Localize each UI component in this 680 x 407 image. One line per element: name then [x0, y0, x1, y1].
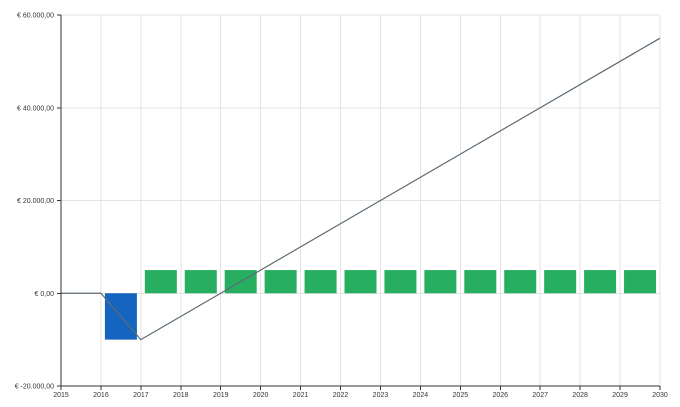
x-tick-label: 2020 [253, 392, 269, 399]
bar-2019 [184, 270, 217, 294]
x-tick-label: 2027 [532, 392, 548, 399]
x-axis-ticks: 2015 2016 2017 2018 2019 2020 2021 2022 2023 2024… [53, 386, 668, 399]
x-tick-label: 2018 [173, 392, 189, 399]
bar-2021 [264, 270, 297, 294]
x-tick-label: 2028 [572, 392, 588, 399]
cumulative-line-path [61, 37, 661, 341]
x-tick-label: 2025 [453, 392, 469, 399]
bar-2024 [384, 270, 417, 294]
y-tick-label: € 60.000,00 [17, 13, 54, 20]
bar-2025 [424, 270, 457, 294]
bar-2030 [624, 270, 657, 294]
bars [104, 270, 657, 340]
x-tick-label: 2016 [93, 392, 109, 399]
x-tick-label: 2026 [492, 392, 508, 399]
x-tick-label: 2015 [53, 392, 69, 399]
x-tick-label: 2019 [213, 392, 229, 399]
x-tick-label: 2024 [413, 392, 429, 399]
x-tick-label: 2022 [333, 392, 349, 399]
bar-2022 [304, 270, 337, 294]
grid-lines [61, 14, 661, 387]
bar-2023 [344, 270, 377, 294]
y-tick-label: € 20.000,00 [17, 198, 54, 205]
bar-2028 [544, 270, 577, 294]
x-tick-label: 2029 [612, 392, 628, 399]
y-axis-ticks: € -20.000,00 € 0,00 € 20.000,00 € 40.000,00… [15, 13, 61, 391]
bar-2027 [504, 270, 537, 294]
x-tick-label: 2023 [373, 392, 389, 399]
y-tick-label: € 40.000,00 [17, 105, 54, 112]
x-tick-label: 2021 [293, 392, 309, 399]
x-tick-label: 2017 [133, 392, 149, 399]
bar-2029 [584, 270, 617, 294]
bar-2026 [464, 270, 497, 294]
x-tick-label: 2030 [652, 392, 668, 399]
y-tick-label: € -20.000,00 [15, 384, 54, 391]
cumulative-line [61, 37, 661, 341]
bar-2018 [144, 270, 177, 294]
y-tick-label: € 0,00 [35, 291, 55, 298]
